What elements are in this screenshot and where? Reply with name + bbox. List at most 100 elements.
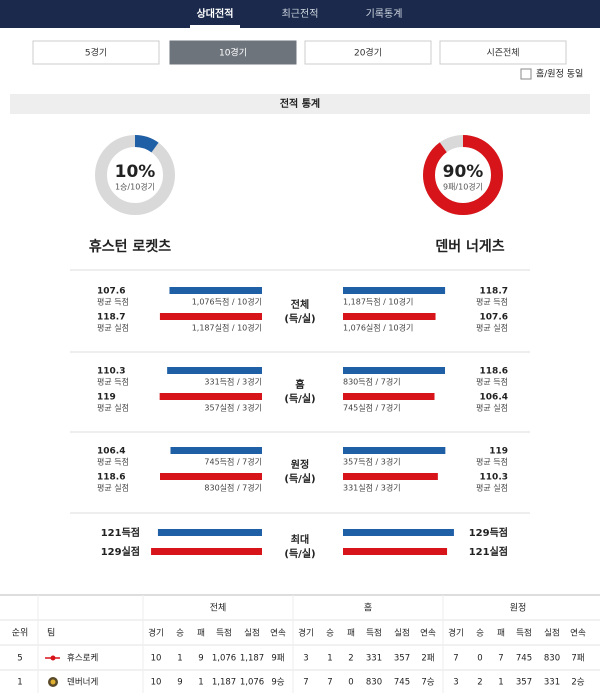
td: 10: [151, 678, 162, 688]
section-bar: [10, 94, 590, 114]
avg-value: 119: [489, 447, 508, 457]
td: 9승: [271, 678, 284, 688]
avg-value: 119: [97, 393, 116, 403]
th-sub: 패: [197, 628, 205, 639]
bar: [159, 393, 262, 400]
th-sub: 연속: [420, 629, 436, 639]
bar: [343, 287, 446, 294]
avg-value: 110.3: [97, 367, 125, 377]
bar: [160, 473, 262, 480]
td: 7: [453, 654, 458, 664]
td-team[interactable]: 휴스로케: [67, 654, 98, 664]
td: 357: [394, 654, 410, 664]
td: 357: [516, 678, 532, 688]
group-sublabel: (득/실): [284, 472, 315, 485]
group-sublabel: (득/실): [284, 547, 315, 560]
td-rank: 1: [17, 678, 22, 688]
donut-label: 90%: [443, 162, 484, 182]
th-sub: 승: [326, 629, 334, 639]
td: 9패: [271, 653, 284, 664]
th-group: 홈: [364, 602, 372, 614]
td: 7: [327, 678, 332, 688]
bar: [170, 447, 262, 454]
avg-caption: 평균 실점: [97, 483, 129, 493]
avg-value: 107.6: [97, 287, 125, 297]
td: 745: [394, 678, 410, 688]
checkbox[interactable]: [520, 68, 532, 80]
bar: [343, 473, 438, 480]
filter-label[interactable]: 10경기: [219, 47, 247, 59]
group-label: 전체: [291, 298, 309, 311]
th-sub: 패: [347, 628, 355, 639]
th-sub: 연속: [570, 629, 586, 639]
th-sub: 연속: [270, 629, 286, 639]
bar-detail: 830실점 / 7경기: [204, 483, 262, 493]
bar: [343, 529, 454, 536]
bar-detail: 1,187득점 / 10경기: [343, 297, 413, 307]
donut-arc: [423, 135, 503, 215]
filter-button[interactable]: [169, 40, 297, 65]
nav-underline: [190, 25, 240, 28]
td: 331: [544, 678, 560, 688]
td: 745: [516, 654, 532, 664]
avg-value: 118.6: [480, 367, 508, 377]
nav-tab[interactable]: 상대전적: [197, 7, 234, 20]
filter-label[interactable]: 20경기: [354, 47, 382, 59]
nav-tab[interactable]: 최근전적: [282, 8, 319, 20]
avg-caption: 평균 실점: [476, 323, 508, 333]
td: 3: [453, 678, 458, 688]
bar: [343, 447, 446, 454]
donut-label: 10%: [115, 162, 156, 182]
td-rank: 5: [17, 654, 22, 664]
td: 2: [477, 678, 482, 688]
td: 1,187: [212, 678, 236, 688]
checkbox-label[interactable]: 홈/원정 동일: [536, 68, 583, 80]
th-sub: 승: [176, 629, 184, 639]
td: 1,076: [240, 678, 264, 688]
th-group: 원정: [510, 603, 527, 614]
bar: [343, 548, 448, 555]
avg-caption: 평균 득점: [97, 457, 129, 467]
th-sub: 경기: [148, 628, 164, 639]
nav-bar: [0, 0, 600, 28]
filter-label[interactable]: 시즌전체: [486, 48, 519, 59]
avg-caption: 평균 실점: [97, 403, 129, 413]
filter-label[interactable]: 5경기: [85, 47, 107, 59]
td: 1,076: [212, 654, 236, 664]
td: 331: [366, 654, 382, 664]
td: 1: [498, 678, 503, 688]
max-label: 129실점: [101, 545, 140, 558]
td: 3: [303, 654, 308, 664]
donut-caption: 9패/10경기: [443, 182, 483, 192]
filter-button[interactable]: [32, 40, 160, 65]
th-group: 전체: [210, 603, 227, 614]
td: 2: [348, 654, 353, 664]
team-name: 휴스턴 로켓츠: [89, 238, 171, 255]
td: 1: [177, 654, 182, 664]
bar: [159, 313, 262, 320]
bar: [157, 529, 262, 536]
team-name: 덴버 너게츠: [435, 238, 504, 255]
avg-caption: 평균 실점: [97, 323, 129, 333]
group-label: 최대: [291, 533, 309, 546]
bar: [169, 287, 262, 294]
team-icon: [50, 655, 56, 661]
td: 9: [177, 678, 182, 688]
avg-value: 107.6: [480, 313, 508, 323]
td: 10: [151, 654, 162, 664]
td: 830: [366, 678, 382, 688]
filter-button[interactable]: [304, 40, 432, 65]
bar-detail: 830득점 / 7경기: [343, 377, 401, 387]
td: 0: [477, 654, 482, 664]
td-team[interactable]: 덴버너게: [67, 677, 98, 688]
filter-button[interactable]: [439, 40, 567, 65]
th-sub: 실점: [394, 628, 410, 639]
td: 2승: [571, 678, 584, 688]
th-sub: 득점: [366, 628, 382, 639]
max-label: 121실점: [469, 545, 508, 558]
td: 830: [544, 654, 560, 664]
th-sub: 경기: [448, 628, 464, 639]
nav-tab[interactable]: 기록통계: [366, 8, 403, 20]
avg-caption: 평균 실점: [476, 483, 508, 493]
